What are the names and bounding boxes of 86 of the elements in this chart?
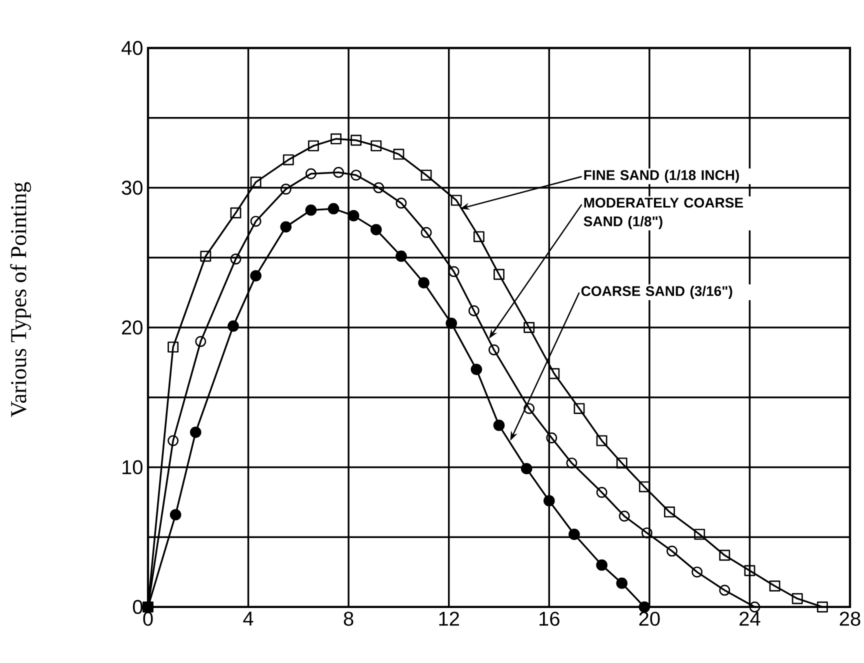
point	[348, 210, 360, 222]
x-tick-label: 28	[840, 612, 860, 626]
x-tick-label: 20	[639, 612, 660, 626]
point	[418, 277, 430, 288]
point	[170, 509, 182, 520]
point	[282, 154, 294, 166]
y-tick-label: 10	[122, 460, 142, 474]
point	[420, 226, 432, 238]
annotation: MODERATELY COARSE SAND (1/8")	[584, 198, 744, 230]
point	[596, 486, 608, 498]
point	[494, 268, 504, 280]
point	[568, 528, 580, 540]
point	[769, 580, 780, 592]
annotation: COARSE SAND (3/16")	[581, 286, 732, 299]
point	[250, 270, 262, 282]
point	[446, 318, 458, 329]
point	[305, 168, 316, 180]
point	[305, 204, 317, 216]
point	[280, 221, 292, 233]
point	[328, 203, 340, 214]
point	[792, 593, 803, 604]
point	[470, 364, 482, 376]
point	[543, 495, 555, 506]
point	[396, 198, 407, 209]
point	[816, 602, 828, 612]
point	[638, 481, 650, 492]
point	[190, 426, 202, 438]
point	[230, 207, 242, 218]
point	[719, 584, 730, 596]
point	[744, 565, 756, 576]
point	[396, 250, 407, 262]
point	[420, 170, 432, 181]
point	[448, 266, 460, 278]
y-axis-title: Various Types of Pointing	[10, 182, 31, 418]
point	[719, 550, 730, 561]
point	[370, 224, 382, 236]
point	[450, 194, 462, 206]
point	[616, 458, 628, 469]
point	[333, 166, 344, 178]
y-tick-label: 30	[122, 180, 142, 195]
point	[350, 134, 362, 146]
point	[666, 546, 678, 557]
x-tick-label: 12	[439, 612, 459, 626]
point	[524, 322, 535, 333]
point	[694, 528, 706, 540]
point	[546, 432, 558, 444]
annotation: FINE SAND (1/18 INCH)	[584, 170, 739, 183]
point	[370, 140, 382, 152]
point	[373, 182, 384, 194]
point	[566, 458, 578, 469]
point	[520, 462, 532, 474]
x-tick-label: 4	[243, 612, 254, 626]
point	[692, 566, 703, 578]
point	[308, 140, 319, 152]
point	[664, 506, 675, 518]
point	[350, 170, 362, 181]
x-tick-label: 8	[344, 612, 354, 626]
point	[524, 403, 535, 414]
point	[250, 216, 262, 227]
point	[548, 368, 560, 380]
point	[596, 435, 608, 446]
point	[280, 184, 292, 195]
point	[250, 176, 262, 188]
x-tick-label: 0	[143, 612, 153, 626]
point	[616, 578, 628, 589]
y-tick-label: 20	[122, 320, 142, 335]
point	[488, 344, 500, 356]
point	[200, 250, 212, 262]
point	[330, 133, 342, 144]
point	[230, 254, 242, 264]
point	[596, 559, 608, 571]
point	[493, 420, 505, 431]
point	[228, 320, 239, 332]
point	[618, 510, 630, 522]
point	[168, 342, 179, 353]
x-tick-label: 24	[740, 612, 760, 626]
point	[574, 403, 585, 414]
x-tick-label: 16	[540, 612, 560, 626]
y-tick-label: 0	[132, 600, 142, 614]
point	[393, 148, 404, 160]
point	[473, 231, 484, 242]
y-tick-label: 40	[122, 40, 142, 56]
point	[749, 602, 760, 612]
point	[468, 305, 480, 316]
point	[195, 336, 206, 347]
point	[168, 435, 179, 446]
